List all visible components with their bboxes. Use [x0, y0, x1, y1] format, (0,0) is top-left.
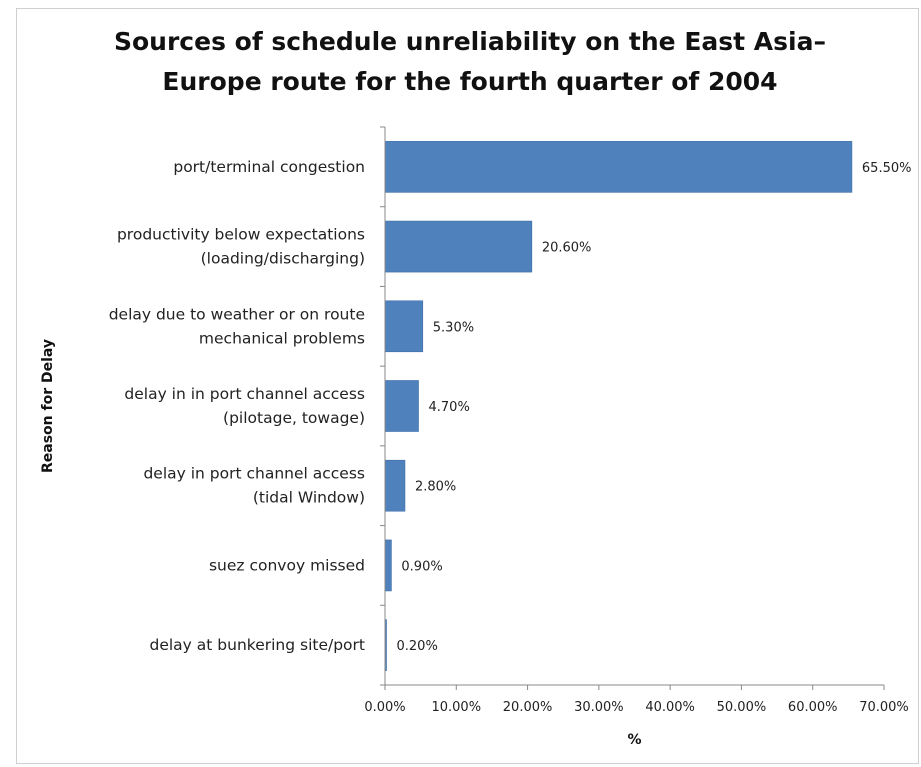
- data-label: 5.30%: [433, 320, 474, 335]
- data-label: 65.50%: [862, 161, 912, 176]
- bar: [384, 300, 424, 353]
- data-label: 0.20%: [397, 639, 438, 654]
- x-tick-label: 10.00%: [431, 700, 481, 715]
- x-tick-label: 30.00%: [574, 700, 624, 715]
- x-tick-label: 60.00%: [788, 700, 838, 715]
- category-label: delay in port channel access (tidal Windo…: [143, 465, 365, 507]
- bar: [384, 380, 419, 432]
- data-labels: 65.50% 20.60% 5.30% 4.70% 2.80% 0.90% 0.20%: [397, 161, 912, 654]
- bar: [384, 220, 533, 273]
- x-tick-label: 0.00%: [364, 700, 405, 715]
- chart-title: Sources of schedule unreliability on the…: [114, 27, 826, 96]
- x-tick-label: 40.00%: [645, 700, 695, 715]
- bar: [384, 459, 406, 512]
- chart-frame: [16, 8, 919, 764]
- x-tick-label: 70.00%: [859, 700, 909, 715]
- bar: [384, 539, 392, 592]
- category-label: delay due to weather or on route mechanic…: [109, 305, 365, 347]
- data-label: 4.70%: [429, 400, 470, 415]
- data-label: 0.90%: [401, 559, 442, 574]
- x-tick-labels: 0.00% 10.00% 20.00% 30.00% 40.00% 50.00% 60.00…: [364, 700, 908, 715]
- data-label: 2.80%: [415, 480, 456, 495]
- category-labels: port/terminal congestion productivity bel…: [109, 158, 365, 654]
- bars-group: [384, 141, 853, 671]
- x-tick-label: 50.00%: [717, 700, 767, 715]
- category-label: port/terminal congestion: [173, 158, 365, 176]
- x-axis-title: %: [627, 732, 641, 748]
- bar: [384, 141, 853, 193]
- y-axis-title: Reason for Delay: [40, 339, 56, 473]
- category-label: delay at bunkering site/port: [150, 636, 366, 654]
- category-label: delay in in port channel access (pilotage…: [124, 385, 365, 427]
- data-label: 20.60%: [542, 241, 592, 256]
- x-tick-label: 20.00%: [503, 700, 553, 715]
- category-label: suez convoy missed: [209, 556, 365, 574]
- axes-group: [380, 126, 885, 690]
- category-label: productivity below expectations (loading/…: [117, 226, 365, 268]
